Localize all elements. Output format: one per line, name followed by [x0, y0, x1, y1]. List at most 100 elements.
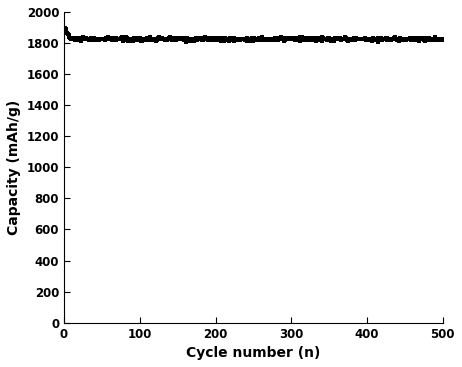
Point	[344, 36, 351, 41]
Point	[333, 36, 340, 41]
Point	[184, 36, 192, 41]
Point	[256, 37, 263, 43]
Point	[388, 37, 395, 43]
Point	[415, 36, 422, 42]
Point	[299, 37, 306, 43]
Point	[206, 36, 213, 42]
Point	[154, 35, 162, 41]
Point	[110, 36, 118, 42]
Point	[335, 36, 343, 42]
Point	[319, 35, 327, 41]
Point	[194, 37, 201, 43]
Point	[286, 36, 293, 42]
Point	[318, 34, 325, 40]
Point	[109, 37, 117, 43]
Point	[403, 36, 411, 42]
Point	[86, 36, 93, 42]
Point	[116, 36, 123, 41]
Point	[222, 35, 229, 41]
Point	[183, 35, 190, 41]
Point	[76, 37, 84, 43]
Point	[215, 37, 222, 43]
Point	[327, 38, 334, 44]
Point	[127, 36, 134, 42]
Point	[175, 35, 182, 41]
Point	[115, 36, 122, 42]
Point	[176, 36, 183, 42]
Point	[213, 37, 220, 43]
Point	[283, 36, 291, 41]
Point	[275, 36, 282, 42]
Point	[219, 37, 227, 43]
Point	[258, 37, 266, 43]
Point	[245, 37, 253, 43]
Point	[78, 38, 85, 44]
Point	[376, 36, 383, 42]
Point	[365, 36, 372, 41]
Point	[347, 37, 355, 43]
Point	[308, 36, 316, 42]
Point	[105, 35, 112, 41]
Point	[130, 35, 137, 41]
Point	[398, 37, 406, 43]
Point	[218, 35, 225, 41]
Point	[294, 35, 301, 41]
Point	[297, 34, 304, 40]
Point	[228, 35, 235, 41]
Point	[307, 37, 315, 43]
Point	[164, 36, 171, 42]
Point	[390, 36, 398, 41]
Point	[241, 37, 249, 43]
Point	[187, 37, 194, 43]
Point	[420, 37, 427, 43]
Point	[425, 37, 432, 43]
Point	[428, 36, 436, 42]
Point	[181, 36, 188, 41]
Point	[292, 37, 299, 43]
Point	[304, 36, 311, 42]
Point	[134, 37, 142, 43]
Point	[365, 37, 373, 43]
Point	[146, 34, 154, 40]
Point	[178, 36, 186, 42]
Point	[403, 37, 410, 43]
Point	[274, 37, 281, 43]
Point	[309, 37, 316, 43]
Point	[399, 37, 407, 43]
Point	[104, 34, 112, 40]
Point	[209, 37, 216, 43]
Point	[396, 36, 403, 41]
Point	[353, 36, 361, 42]
Point	[160, 36, 168, 42]
Point	[316, 35, 323, 41]
Point	[313, 37, 320, 43]
Point	[302, 36, 310, 42]
Point	[231, 38, 238, 44]
Point	[163, 36, 170, 42]
Point	[278, 36, 285, 42]
Point	[165, 35, 172, 41]
Point	[237, 36, 244, 41]
Point	[216, 37, 224, 43]
Point	[75, 36, 82, 42]
Point	[266, 37, 273, 43]
Point	[134, 35, 141, 41]
Point	[253, 37, 260, 43]
Point	[389, 36, 396, 41]
Point	[191, 38, 198, 44]
Point	[117, 35, 124, 41]
Point	[338, 37, 345, 43]
Point	[249, 34, 257, 40]
Point	[340, 36, 347, 42]
Point	[94, 37, 102, 43]
Point	[263, 37, 271, 43]
Point	[401, 37, 408, 43]
Point	[226, 35, 234, 41]
Point	[310, 37, 317, 43]
Point	[144, 36, 151, 41]
Point	[204, 37, 212, 43]
Point	[413, 37, 420, 43]
Point	[349, 36, 356, 42]
Point	[197, 35, 204, 41]
Point	[79, 36, 86, 42]
